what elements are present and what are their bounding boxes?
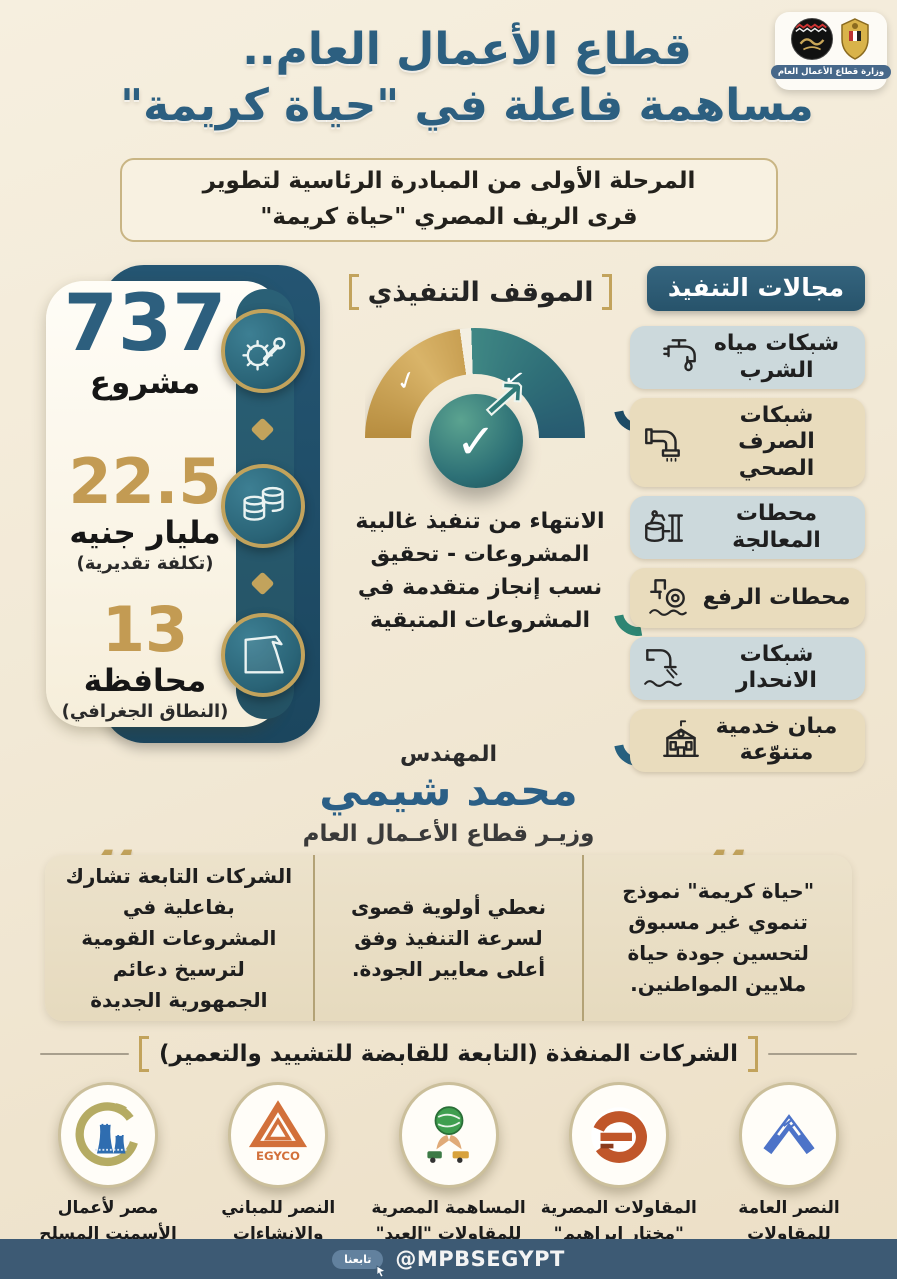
minister-honorific: المهندس — [399, 742, 498, 767]
area-item-sewage-networks: شبكات الصرف الصحي — [630, 398, 865, 488]
hassan-allam-logo — [739, 1082, 839, 1188]
company-misr-concrete: مصر لأعمال الأسمنت المسلح — [28, 1082, 188, 1273]
check-icon: ✓ — [455, 414, 497, 470]
trend-arrow-icon: ↗ — [477, 366, 529, 435]
company-egyco: EGYCO النصر للمباني والإنشاءات "إيجيكو" — [198, 1082, 358, 1273]
sewage-pipe-icon — [640, 418, 686, 468]
subtitle-box: المرحلة الأولى من المبادرة الرئاسية لتطو… — [120, 158, 778, 242]
area-item-treatment-plants: محطات المعالجة — [630, 496, 865, 559]
company-mokhtar-ibrahim: المقاولات المصرية "مختار إبراهيم" — [539, 1082, 699, 1273]
sector-round-logo-icon — [790, 18, 833, 60]
stat-cost: 22.5 مليار جنيه (تكلفة تقديرية) — [56, 445, 234, 575]
areas-header: مجالات التنفيذ — [638, 266, 865, 311]
lift-pump-icon — [645, 573, 691, 623]
area-item-service-buildings: مبان خدمية متنوّعة — [630, 708, 865, 772]
page-title: قطاع الأعمال العام.. مساهمة فاعلة في "حي… — [117, 22, 817, 135]
faucet-icon — [656, 333, 702, 383]
quote-companies: الشركات التابعة تشارك بفاعلية في المشروع… — [45, 855, 315, 1021]
ministry-logo-badge: وزارة قطاع الأعمال العام — [770, 12, 892, 90]
subtitle-text: المرحلة الأولى من المبادرة الرئاسية لتطو… — [202, 168, 696, 230]
company-el-abd: المساهمة المصرية للمقاولات "العبد" — [369, 1082, 529, 1273]
footer-bar: تابعنا @MPBSEGYPT — [0, 1239, 897, 1279]
gold-bracket-icon — [139, 1036, 150, 1072]
stat-cost-value: 22.5 — [68, 445, 222, 518]
stat-cost-label: مليار جنيه — [69, 515, 221, 551]
page-title-line1: قطاع الأعمال العام.. — [242, 24, 692, 75]
implementation-areas: مجالات التنفيذ شبكات مياه الشرب شبكات ال… — [604, 266, 865, 781]
page-title-line2: مساهمة فاعلة في "حياة كريمة" — [120, 80, 814, 132]
minister-name: محمد شيمي — [319, 766, 578, 816]
coins-icon — [221, 464, 305, 548]
stat-projects: 737 مشروع — [56, 285, 234, 401]
gear-wrench-icon — [221, 309, 305, 393]
stats-panel: 737 مشروع 22.5 مليار جنيه (تكلفة تقديرية… — [40, 263, 322, 745]
quote-priority: نعطي أولوية قصوى لسرعة التنفيذ وفق أعلى … — [315, 855, 585, 1021]
stat-cost-note: (تكلفة تقديرية) — [76, 553, 214, 574]
stat-governorates-label: محافظة — [83, 663, 207, 699]
company-logos-row: النصر العامة للمقاولات "حسن علام" المقاو… — [28, 1082, 869, 1273]
gold-bracket-icon — [602, 274, 613, 310]
area-item-drinking-water: شبكات مياه الشرب — [630, 326, 865, 389]
quote-decent-life: "حياة كريمة" نموذج تنموي غير مسبوق لتحسي… — [622, 879, 815, 996]
minister-role: وزيـر قطاع الأعـمال العام — [302, 821, 595, 847]
misr-concrete-logo — [58, 1082, 158, 1188]
mokhtar-ibrahim-logo — [568, 1082, 669, 1188]
gauge-check-sphere: ✓ — [429, 394, 523, 488]
stat-governorates-value: 13 — [101, 593, 189, 666]
company-hassan-allam: النصر العامة للمقاولات "حسن علام" — [709, 1082, 869, 1273]
social-handle[interactable]: @MPBSEGYPT — [395, 1247, 565, 1271]
stat-projects-label: مشروع — [89, 365, 201, 401]
gravity-pipe-icon — [640, 643, 686, 693]
stat-governorates: 13 محافظة (النطاق الجغرافي) — [56, 593, 234, 723]
el-abd-logo — [398, 1082, 499, 1188]
status-title: الموقف التنفيذي — [338, 274, 623, 310]
ministry-label: وزارة قطاع الأعمال العام — [770, 65, 892, 79]
cursor-icon — [376, 1264, 387, 1277]
stat-projects-value: 737 — [63, 279, 227, 369]
divider-line — [767, 1053, 857, 1055]
treatment-plant-icon — [640, 503, 686, 553]
egyco-logo: EGYCO — [228, 1082, 329, 1188]
area-item-gravity-networks: شبكات الانحدار — [630, 636, 865, 700]
stat-governorates-note: (النطاق الجغرافي) — [61, 701, 229, 722]
gold-bracket-icon — [348, 274, 359, 310]
companies-header: الشركات المنفذة (التابعة للقابضة للتشييد… — [39, 1036, 857, 1072]
egypt-eagle-icon — [840, 18, 869, 60]
progress-gauge: ✓ ✓ ✓ ↗ — [352, 328, 598, 496]
divider-line — [39, 1053, 130, 1055]
area-item-lift-stations: محطات الرفع — [630, 567, 865, 628]
gold-bracket-icon — [747, 1036, 758, 1072]
service-building-icon — [658, 715, 704, 765]
status-description: الانتهاء من تنفيذ غالبية المشروعات - تحق… — [355, 509, 605, 633]
egypt-map-icon — [221, 613, 305, 697]
svg-text:EGYCO: EGYCO — [256, 1149, 300, 1163]
quotes-band: "حياة كريمة" نموذج تنموي غير مسبوق لتحسي… — [45, 855, 852, 1021]
follow-us-button[interactable]: تابعنا — [332, 1249, 387, 1277]
